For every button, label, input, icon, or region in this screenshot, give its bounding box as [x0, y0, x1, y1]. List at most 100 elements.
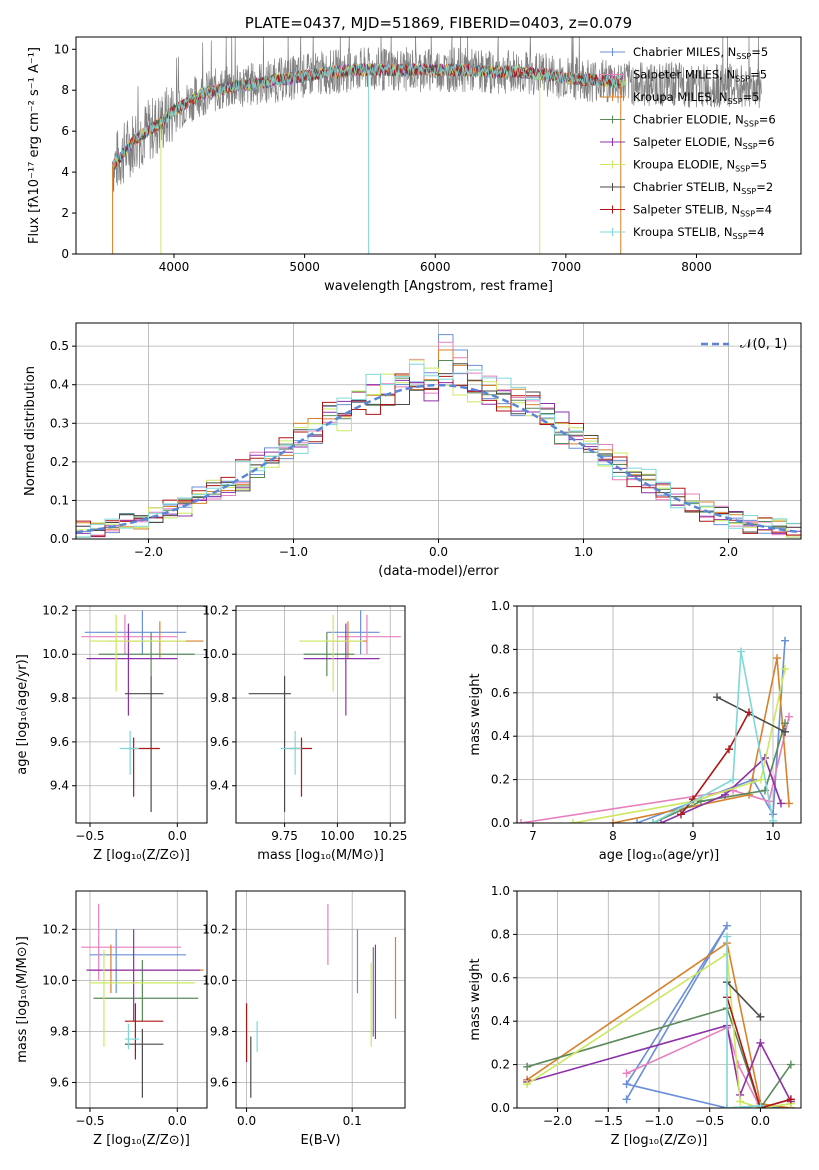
axes-frame: [75, 36, 802, 255]
point-chabrier-miles: [622, 1095, 631, 1104]
y-tick-label: 10: [54, 42, 69, 56]
legend-suffix: =6: [759, 113, 776, 127]
x-tick-label: −0.5: [695, 1114, 724, 1128]
y-tick-label: 10.2: [202, 603, 229, 617]
x-tick-label: −2.0: [134, 545, 163, 559]
point-kroupa-stelib: [756, 1101, 765, 1108]
data-spectrum-line: [112, 37, 762, 193]
y-axis-label: Normed distribution: [23, 366, 38, 496]
x-tick-label: −1.0: [279, 545, 308, 559]
y-tick-label: 9.8: [50, 1024, 69, 1038]
legend-suffix: =6: [758, 135, 775, 149]
legend-suffix: =5: [743, 90, 760, 104]
plot-area: [248, 610, 401, 813]
legend-sub: SSP: [743, 142, 758, 151]
x-tick-label: 7: [529, 829, 537, 843]
panel-age-vs-Z: −0.5 0.0 9.4 9.6 9.8 10.0 10.2 Z [log₁₀(Z/Z⊙)] a…: [15, 603, 208, 863]
series-salpeter-stelib: [680, 711, 750, 815]
x-axis-label: Z [log₁₀(Z/Z⊙)]: [611, 1133, 708, 1148]
series-chabrier-elodie: [526, 1007, 792, 1108]
gaussian-curve: [76, 383, 799, 534]
series-chabrier-elodie: [652, 722, 786, 823]
axes-frame: [75, 605, 208, 824]
x-axis-label: E(B-V): [300, 1133, 340, 1148]
legend-suffix: =4: [755, 203, 772, 217]
x-tick-label: 10.00: [320, 829, 354, 843]
legend-sub: SSP: [744, 120, 759, 129]
plot-area: [523, 921, 795, 1108]
y-tick-label: 0.4: [491, 1014, 510, 1028]
x-tick-label: 2.0: [719, 545, 738, 559]
point-chabrier-stelib: [713, 693, 721, 702]
legend-entry: Kroupa ELODIE, NSSP=5: [633, 158, 767, 174]
y-tick-label: 0.0: [491, 1101, 510, 1115]
x-tick-label: 10: [765, 829, 780, 843]
grid: [76, 891, 207, 1108]
x-tick-label: −1.5: [594, 1114, 623, 1128]
y-axis-label: mass [log₁₀(M/M⊙)]: [15, 936, 30, 1063]
panel-age-vs-mass: 9.75 10.00 10.25 9.4 9.6 9.8 10.0 10.2 mass [log…: [202, 603, 407, 863]
x-tick-label: 0.0: [237, 1114, 256, 1128]
y-axis-label: age [log₁₀(age/yr)]: [15, 654, 30, 775]
axes-frame: [235, 605, 406, 824]
y-tick-label: 10.2: [42, 922, 69, 936]
x-tick-label: 10.25: [373, 829, 407, 843]
legend-sub: SSP: [740, 210, 755, 219]
x-axis-label: mass [log₁₀(M/M⊙)]: [257, 848, 384, 863]
y-tick-label: 10.0: [42, 973, 69, 987]
series-salpeter-miles: [520, 716, 790, 823]
point-kroupa-elodie: [757, 775, 765, 784]
x-tick-label: 8000: [681, 260, 712, 274]
legend-suffix: =4: [748, 225, 765, 239]
point-kroupa-miles: [785, 799, 793, 808]
y-tick-label: 0.0: [50, 532, 69, 546]
x-tick-label: −2.0: [543, 1114, 572, 1128]
axes-frame: [516, 605, 802, 824]
series-kroupa-elodie: [572, 668, 786, 823]
series-kroupa-stelib: [652, 651, 774, 823]
axes-frame: [235, 890, 406, 1109]
point-chabrier-elodie: [781, 719, 789, 728]
point-salpeter-elodie: [777, 799, 785, 808]
point-chabrier-elodie: [523, 1062, 532, 1071]
x-axis-label: (data-model)/error: [378, 564, 499, 579]
point-kroupa-miles: [773, 654, 781, 663]
y-tick-label: 9.8: [50, 691, 69, 705]
legend-sub: SSP: [735, 75, 750, 84]
chart-title: PLATE=0437, MJD=51869, FIBERID=0403, z=0…: [245, 14, 632, 32]
legend-entry: Salpeter STELIB, NSSP=4: [633, 203, 772, 219]
series-salpeter-stelib: [726, 997, 792, 1108]
legend-label: Salpeter MILES, N: [633, 68, 735, 82]
legend-sub: SSP: [733, 232, 748, 241]
axes-frame: [75, 890, 208, 1109]
panel-residuals: −2.0 −1.0 0.0 1.0 2.0 0.0 0.1 0.2 0.3 0.4 0.5 (data…: [23, 322, 802, 579]
x-tick-label: 0.1: [343, 1114, 362, 1128]
y-tick-label: 9.8: [210, 1024, 229, 1038]
series-salpeter-elodie: [660, 756, 782, 823]
x-tick-label: −0.5: [75, 829, 104, 843]
plot-area: [245, 903, 397, 1098]
axes-frame: [516, 890, 802, 1109]
y-tick-label: 0.0: [491, 816, 510, 830]
legend-entry: Salpeter MILES, NSSP=5: [633, 68, 767, 84]
legend-entry: 𝒩(0, 1): [740, 337, 787, 352]
legend-label: Chabrier STELIB, N: [633, 180, 741, 194]
y-tick-label: 9.6: [210, 1075, 229, 1089]
y-axis-label: mass weight: [468, 673, 483, 755]
x-tick-label: 9: [689, 829, 697, 843]
y-tick-label: 0.6: [491, 971, 510, 985]
x-tick-label: −0.5: [75, 1114, 104, 1128]
y-axis-label: Flux [fλ10⁻¹⁷ erg cm⁻² s⁻¹ A⁻¹]: [27, 47, 42, 244]
axes-frame: [75, 322, 802, 540]
series-chabrier-miles: [625, 925, 791, 1108]
legend-entry: Chabrier STELIB, NSSP=2: [633, 180, 773, 196]
point-kroupa-elodie: [523, 1080, 532, 1089]
y-tick-label: 0: [61, 247, 69, 261]
legend-label: Kroupa STELIB, N: [633, 225, 733, 239]
point-chabrier-stelib: [781, 727, 789, 736]
grid: [517, 890, 801, 1109]
legend-entry: Kroupa MILES, NSSP=5: [633, 90, 759, 106]
point-chabrier-miles: [633, 819, 641, 823]
legend-entry: Kroupa STELIB, NSSP=4: [633, 225, 764, 241]
x-tick-label: 6000: [420, 260, 451, 274]
